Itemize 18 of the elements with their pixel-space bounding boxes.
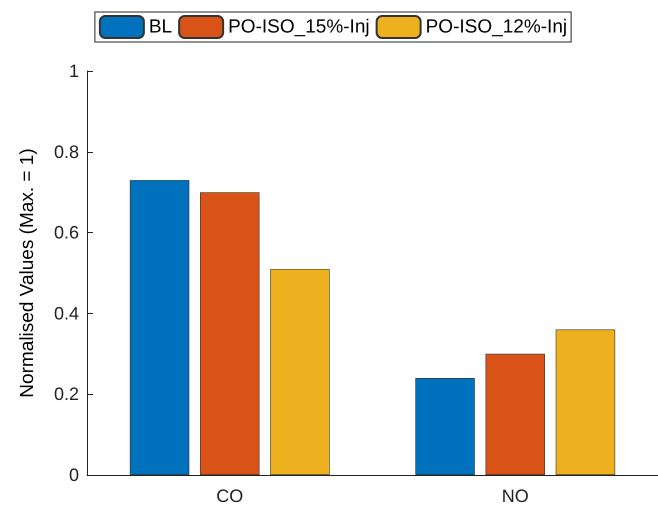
y-tick-label: 1 [68, 61, 79, 81]
y-tick-label: 0.2 [54, 384, 79, 404]
x-tick-label: NO [502, 486, 529, 506]
bar [486, 354, 545, 475]
y-tick-label: 0 [68, 465, 79, 485]
y-tick-label: 0.6 [54, 222, 79, 243]
y-tick-label: 0.8 [54, 142, 79, 162]
bar [130, 180, 190, 475]
legend-label: BL [148, 16, 172, 38]
bar [556, 330, 616, 475]
bar [200, 192, 260, 475]
bar [270, 268, 330, 475]
legend-label: PO-ISO_15%-Inj [228, 16, 370, 38]
y-axis-title: Normalised Values (Max. = 1) [17, 148, 38, 398]
y-tick-label: 0.4 [54, 303, 79, 324]
x-tick-label: CO [216, 486, 244, 506]
legend-label: PO-ISO_12%-Inj [426, 16, 568, 38]
bar [415, 378, 475, 475]
